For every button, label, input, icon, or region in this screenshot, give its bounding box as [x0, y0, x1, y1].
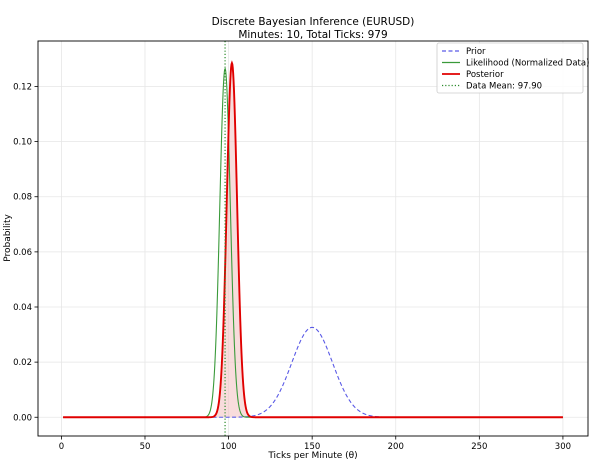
x-tick-label: 100 [220, 442, 236, 452]
legend: Prior Likelihood (Normalized Data) Poste… [436, 42, 589, 94]
legend-label-prior: Prior [466, 47, 486, 57]
legend-label-posterior: Posterior [466, 70, 504, 80]
series-line-likelihood [63, 67, 563, 418]
x-tick-label: 50 [140, 442, 151, 452]
x-tick-label: 150 [304, 442, 320, 452]
x-axis-label: Ticks per Minute (θ) [267, 451, 357, 461]
x-tick-label: 200 [388, 442, 404, 452]
chart-title: Discrete Bayesian Inference (EURUSD) [212, 16, 415, 28]
x-tick-label: 300 [555, 442, 571, 452]
posterior-fill-area [63, 63, 563, 418]
y-tick-label: 0.12 [13, 82, 32, 92]
plot-frame [37, 40, 589, 437]
legend-box [436, 42, 584, 94]
y-tick-label: 0.08 [13, 193, 32, 203]
series-line-prior [63, 326, 563, 418]
plot-layer [63, 41, 563, 436]
y-tick-label: 0.02 [13, 358, 32, 368]
x-tick-label: 250 [471, 442, 487, 452]
y-tick-label: 0.00 [13, 413, 32, 423]
y-axis: 0.00 0.02 0.04 0.06 0.08 0.10 0.12 [13, 82, 38, 423]
series-line-posterior [63, 60, 563, 419]
legend-label-likelihood: Likelihood (Normalized Data) [466, 59, 589, 69]
y-tick-label: 0.10 [13, 138, 32, 148]
y-axis-label: Probability [3, 214, 13, 262]
chart-subtitle: Minutes: 10, Total Ticks: 979 [238, 29, 387, 41]
grid [38, 41, 588, 436]
y-tick-label: 0.06 [13, 248, 32, 258]
y-tick-label: 0.04 [13, 303, 32, 313]
x-tick-label: 0 [59, 442, 64, 452]
x-axis: 0 50 100 150 200 250 300 [59, 436, 571, 452]
legend-label-data-mean: Data Mean: 97.90 [466, 82, 542, 92]
